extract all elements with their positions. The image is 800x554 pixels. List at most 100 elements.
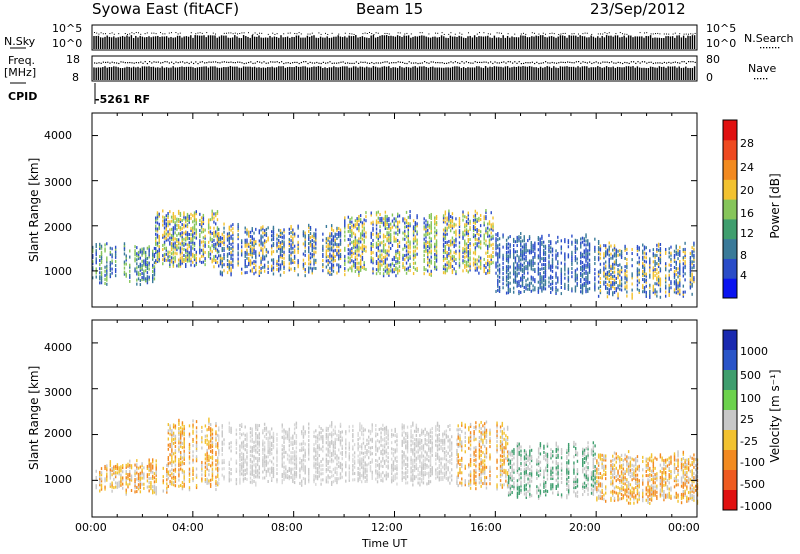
echo-cell: [643, 259, 646, 263]
echo-cell: [325, 259, 328, 263]
echo-cell: [338, 226, 340, 230]
freq-dot: [318, 62, 320, 64]
echo-cell: [155, 492, 157, 496]
echo-cell: [638, 270, 640, 274]
freq-dot: [386, 61, 388, 63]
echo-cell: [497, 252, 499, 256]
freq-dot: [184, 62, 186, 64]
echo-cell: [469, 225, 471, 229]
echo-cell: [162, 481, 164, 485]
echo-cell: [423, 257, 425, 261]
echo-cell: [176, 223, 178, 227]
echo-cell: [361, 229, 364, 233]
echo-cell: [693, 265, 695, 269]
echo-cell: [564, 240, 566, 244]
echo-cell: [136, 266, 138, 270]
echo-cell: [498, 289, 501, 293]
echo-cell: [469, 264, 471, 268]
echo-cell: [260, 238, 262, 242]
echo-cell: [211, 231, 213, 235]
echo-cell: [260, 256, 262, 260]
echo-cell: [581, 252, 584, 256]
echo-cell: [158, 247, 160, 251]
echo-cell: [492, 216, 494, 220]
echo-cell: [382, 221, 385, 225]
echo-cell: [636, 275, 639, 279]
echo-cell: [170, 258, 173, 262]
echo-cell: [155, 218, 157, 222]
echo-cell: [304, 274, 306, 278]
echo-cell: [181, 223, 183, 227]
echo-cell: [237, 251, 239, 255]
echo-cell: [649, 259, 651, 263]
echo-cell: [100, 473, 103, 477]
echo-cell: [606, 287, 609, 291]
echo-cell: [223, 248, 225, 252]
echo-cell: [412, 231, 415, 235]
freq-dot: [461, 61, 463, 63]
echo-cell: [442, 256, 445, 260]
freq-dot: [133, 62, 135, 64]
echo-cell: [336, 249, 338, 253]
freq-dot: [162, 61, 164, 64]
echo-cell: [567, 287, 570, 291]
nsearch-legend-dot: [769, 47, 771, 49]
echo-cell: [689, 266, 692, 270]
echo-cell: [232, 247, 234, 251]
echo-cell: [179, 232, 182, 236]
echo-cell: [664, 294, 667, 298]
echo-cell: [567, 285, 570, 289]
echo-cell: [391, 262, 394, 266]
echo-cell: [283, 250, 285, 254]
echo-cell: [304, 245, 306, 249]
echo-cell: [338, 265, 340, 269]
echo-cell: [446, 222, 448, 226]
echo-cell: [514, 276, 517, 280]
echo-cell: [322, 246, 324, 250]
echo-cell: [232, 227, 234, 231]
echo-cell: [172, 212, 175, 216]
nsearch-dot: [276, 33, 278, 35]
echo-cell: [278, 257, 280, 261]
echo-cell: [476, 242, 478, 246]
freq-dot: [525, 62, 527, 64]
echo-cell: [352, 239, 355, 243]
echo-cell: [339, 228, 342, 232]
echo-cell: [587, 263, 589, 267]
echo-cell: [631, 252, 633, 256]
echo-cell: [215, 212, 217, 216]
nsearch-dot: [274, 33, 276, 35]
echo-cell: [151, 274, 154, 278]
echo-cell: [407, 250, 410, 254]
echo-cell: [302, 232, 305, 236]
echo-cell: [462, 212, 464, 216]
echo-cell: [534, 286, 536, 290]
echo-cell: [386, 220, 388, 224]
echo-cell: [414, 237, 417, 241]
echo-cell: [216, 226, 219, 230]
echo-cell: [354, 219, 357, 223]
echo-cell: [263, 265, 266, 269]
echo-cell: [165, 248, 168, 252]
echo-cell: [185, 224, 187, 228]
echo-cell: [587, 289, 589, 293]
echo-cell: [190, 212, 192, 216]
echo-cell: [288, 248, 291, 252]
echo-cell: [188, 245, 190, 249]
nsearch-legend-dot: [778, 47, 780, 49]
echo-cell: [344, 216, 346, 220]
echo-cell: [587, 257, 589, 261]
nsearch-dot: [94, 32, 95, 34]
echo-cell: [425, 247, 427, 251]
echo-cell: [276, 243, 278, 247]
echo-cell: [649, 273, 651, 277]
echo-cell: [288, 268, 291, 272]
nsearch-dot: [668, 33, 670, 35]
echo-cell: [192, 226, 194, 230]
freq-dot: [542, 62, 544, 64]
echo-cell: [309, 236, 312, 240]
echo-cell: [207, 222, 210, 226]
echo-cell: [525, 242, 527, 246]
echo-cell: [163, 256, 166, 260]
echo-cell: [276, 267, 278, 271]
